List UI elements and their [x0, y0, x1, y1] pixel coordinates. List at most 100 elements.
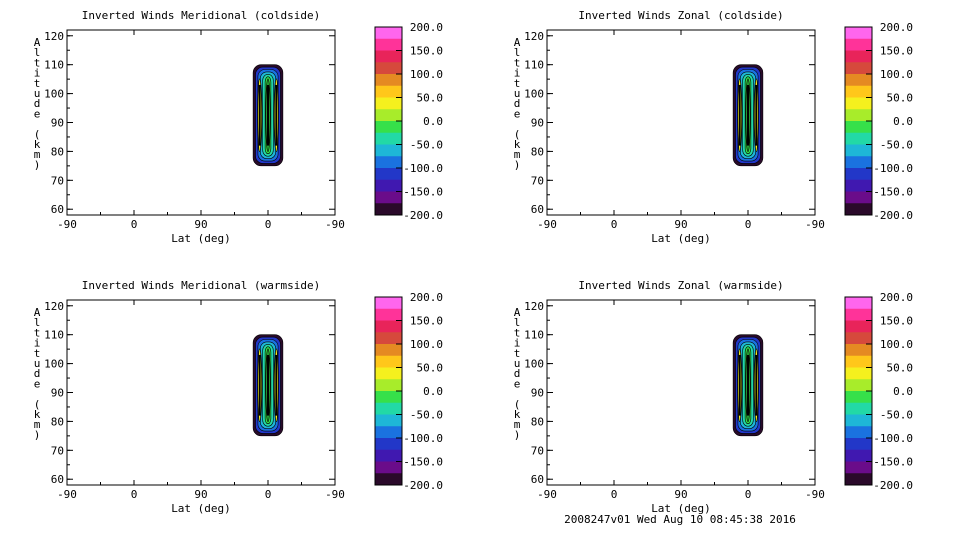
- x-tick-label: 90: [194, 218, 207, 231]
- colorbar-swatch: [845, 473, 872, 486]
- colorbar-swatch: [845, 391, 872, 404]
- colorbar-tick-label: 0.0: [893, 115, 913, 128]
- x-axis-label: Lat (deg): [651, 502, 711, 515]
- contour-field: [252, 64, 284, 167]
- colorbar-tick-label: -200.0: [403, 479, 443, 492]
- colorbar-swatch: [845, 97, 872, 110]
- plot-frame: [546, 29, 816, 216]
- colorbar-tick-label: 50.0: [417, 92, 444, 105]
- colorbar-swatch: [375, 156, 402, 169]
- y-tick-label: 60: [51, 473, 64, 486]
- y-tick-label: 90: [51, 387, 64, 400]
- x-tick-label: -90: [805, 218, 825, 231]
- colorbar-swatch: [845, 179, 872, 192]
- plot-frame: [546, 299, 816, 486]
- colorbar-swatch: [845, 85, 872, 98]
- colorbar-swatch: [375, 38, 402, 51]
- colorbar-swatch: [375, 344, 402, 357]
- y-tick-label: 60: [51, 203, 64, 216]
- x-tick-label: 90: [194, 488, 207, 501]
- y-tick-label: 80: [531, 415, 544, 428]
- colorbar-swatch: [375, 332, 402, 345]
- y-tick-label: 120: [524, 30, 544, 43]
- colorbar-tick-label: -150.0: [873, 186, 913, 199]
- colorbar-swatch: [375, 438, 402, 451]
- x-tick-label: -90: [325, 218, 345, 231]
- x-tick-label: 0: [131, 218, 138, 231]
- colorbar-swatch: [375, 74, 402, 87]
- colorbar-swatch: [845, 320, 872, 333]
- colorbar-tick-label: -100.0: [403, 432, 443, 445]
- colorbar-swatch: [375, 191, 402, 204]
- colorbar-tick-label: -50.0: [410, 409, 443, 422]
- plot-frame: [66, 29, 336, 216]
- x-tick-label: 0: [611, 488, 618, 501]
- y-tick-label: 110: [44, 59, 64, 72]
- colorbar-swatch: [375, 179, 402, 192]
- colorbar-swatch: [845, 132, 872, 145]
- footer-timestamp: 2008247v01 Wed Aug 10 08:45:38 2016: [564, 513, 796, 526]
- colorbar-swatch: [375, 168, 402, 181]
- y-tick-label: 120: [524, 300, 544, 313]
- colorbar-swatch: [845, 344, 872, 357]
- colorbar-swatch: [375, 414, 402, 427]
- x-tick-label: 0: [265, 488, 272, 501]
- colorbar-tick-label: -150.0: [873, 456, 913, 469]
- colorbar-tick-label: 200.0: [410, 291, 443, 304]
- x-axis-label: Lat (deg): [651, 232, 711, 245]
- colorbar-tick-label: -100.0: [873, 432, 913, 445]
- contour-field: [732, 64, 764, 167]
- y-tick-label: 110: [524, 329, 544, 342]
- colorbar-swatch: [845, 414, 872, 427]
- colorbar-swatch: [375, 461, 402, 474]
- x-tick-label: 90: [674, 488, 687, 501]
- contour-field: [732, 334, 764, 437]
- y-tick-label: 100: [524, 358, 544, 371]
- colorbar-swatch: [375, 402, 402, 415]
- colorbar-swatch: [375, 85, 402, 98]
- x-tick-label: 0: [611, 218, 618, 231]
- colorbar-tick-label: -50.0: [880, 409, 913, 422]
- y-tick-label: 70: [51, 444, 64, 457]
- colorbar-swatch: [845, 449, 872, 462]
- chart-title: Inverted Winds Meridional (coldside): [82, 9, 320, 22]
- colorbar-swatch: [845, 38, 872, 51]
- colorbar-tick-label: -50.0: [410, 139, 443, 152]
- y-tick-label: 90: [531, 387, 544, 400]
- colorbar-swatch: [845, 438, 872, 451]
- colorbar-swatch: [845, 50, 872, 63]
- colorbar-swatch: [375, 391, 402, 404]
- colorbar-tick-label: 0.0: [423, 115, 443, 128]
- colorbar-swatch: [845, 27, 872, 40]
- colorbar: 200.0 150.0 100.0 50.0 0.0 -50.0 -100.0 -150.0 -…: [374, 21, 444, 222]
- plot-frame: [66, 299, 336, 486]
- colorbar-tick-label: 50.0: [417, 362, 444, 375]
- colorbar-tick-label: 100.0: [880, 68, 913, 81]
- colorbar-swatch: [845, 402, 872, 415]
- colorbar-swatch: [375, 367, 402, 380]
- colorbar-tick-label: -200.0: [873, 209, 913, 222]
- x-axis-label: Lat (deg): [171, 502, 231, 515]
- colorbar-swatch: [845, 109, 872, 122]
- x-tick-label: -90: [57, 488, 77, 501]
- x-tick-label: 0: [745, 218, 752, 231]
- chart-panel-2: Inverted Winds Zonal (coldside) -90 0 90 0 -9…: [514, 9, 913, 245]
- y-tick-label: 60: [531, 203, 544, 216]
- x-tick-label: 0: [131, 488, 138, 501]
- colorbar-swatch: [845, 156, 872, 169]
- chart-panel-4: Inverted Winds Zonal (warmside) -90 0 90 0 -9…: [514, 279, 913, 515]
- colorbar-swatch: [375, 109, 402, 122]
- colorbar-swatch: [845, 62, 872, 75]
- y-tick-label: 120: [44, 30, 64, 43]
- colorbar-swatch: [375, 132, 402, 145]
- colorbar-tick-label: 200.0: [880, 291, 913, 304]
- colorbar-swatch: [845, 121, 872, 134]
- colorbar-swatch: [845, 74, 872, 87]
- colorbar-swatch: [375, 426, 402, 439]
- chart-panel-1: Inverted Winds Meridional (coldside) -90 0…: [34, 9, 443, 245]
- contour-field: [252, 334, 284, 437]
- chart-panel-3: Inverted Winds Meridional (warmside) -90 0…: [34, 279, 443, 515]
- y-tick-label: 100: [44, 88, 64, 101]
